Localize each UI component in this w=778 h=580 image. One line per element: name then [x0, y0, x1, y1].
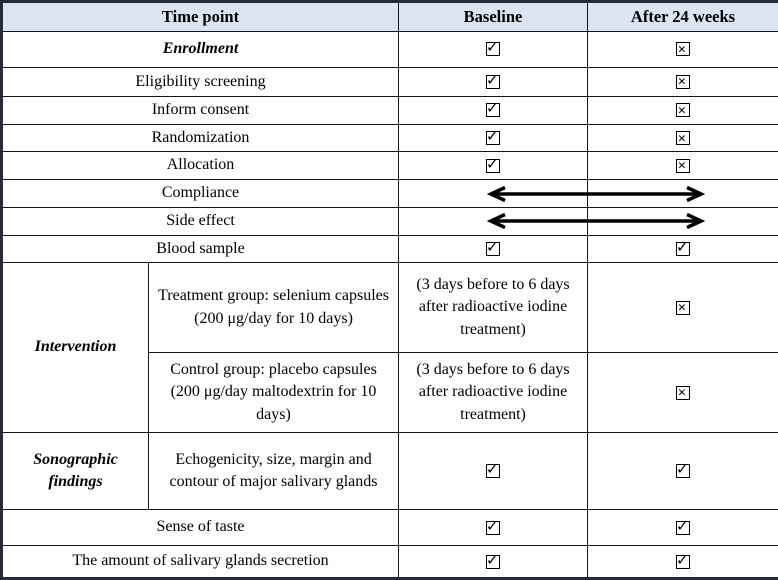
- baseline-cell: [399, 68, 588, 97]
- after-cell: [588, 68, 778, 97]
- checkbox-crossed-icon: [676, 103, 690, 117]
- checkbox-checked-icon: [486, 131, 500, 145]
- checkbox-crossed-icon: [676, 42, 690, 56]
- checkbox-crossed-icon: [676, 75, 690, 89]
- checkbox-checked-icon: [676, 464, 690, 478]
- checkbox-checked-icon: [486, 555, 500, 569]
- checkbox-checked-icon: [676, 555, 690, 569]
- row-label: Blood sample: [2, 235, 399, 263]
- baseline-cell: [399, 433, 588, 510]
- row-label: Enrollment: [2, 32, 399, 68]
- row-allocation: Allocation: [2, 152, 778, 180]
- header-time-point: Time point: [2, 2, 399, 32]
- row-label: Side effect: [2, 207, 399, 235]
- row-label: Eligibility screening: [2, 68, 399, 97]
- after-cell: [588, 152, 778, 180]
- baseline-cell: [399, 97, 588, 125]
- after-cell: [588, 510, 778, 546]
- checkbox-checked-icon: [486, 42, 500, 56]
- row-label: Sense of taste: [2, 510, 399, 546]
- checkbox-checked-icon: [486, 75, 500, 89]
- baseline-cell: (3 days before to 6 days after radioacti…: [399, 353, 588, 433]
- row-eligibility-screening: Eligibility screening: [2, 68, 778, 97]
- row-enrollment: Enrollment: [2, 32, 778, 68]
- baseline-cell: [399, 207, 588, 235]
- checkbox-checked-icon: [676, 521, 690, 535]
- sonographic-desc: Echogenicity, size, margin and contour o…: [149, 433, 399, 510]
- row-sense-of-taste: Sense of taste: [2, 510, 778, 546]
- after-cell: [588, 32, 778, 68]
- row-sonographic-findings: Sonographic findings Echogenicity, size,…: [2, 433, 778, 510]
- checkbox-checked-icon: [486, 103, 500, 117]
- checkbox-checked-icon: [676, 242, 690, 256]
- control-group-desc: Control group: placebo capsules (200 μg/…: [149, 353, 399, 433]
- header-after-24-weeks: After 24 weeks: [588, 2, 778, 32]
- after-cell: [588, 97, 778, 125]
- row-compliance: Compliance: [2, 180, 778, 208]
- treatment-group-desc: Treatment group: selenium capsules (200 …: [149, 263, 399, 353]
- after-cell: [588, 124, 778, 152]
- checkbox-checked-icon: [486, 521, 500, 535]
- checkbox-crossed-icon: [676, 301, 690, 315]
- checkbox-checked-icon: [486, 159, 500, 173]
- baseline-cell: [399, 152, 588, 180]
- row-label-sonographic: Sonographic findings: [2, 433, 149, 510]
- baseline-cell: (3 days before to 6 days after radioacti…: [399, 263, 588, 353]
- row-randomization: Randomization: [2, 124, 778, 152]
- row-intervention-treatment: Intervention Treatment group: selenium c…: [2, 263, 778, 353]
- checkbox-crossed-icon: [676, 386, 690, 400]
- checkbox-checked-icon: [486, 242, 500, 256]
- checkbox-crossed-icon: [676, 159, 690, 173]
- row-label: Allocation: [2, 152, 399, 180]
- row-blood-sample: Blood sample: [2, 235, 778, 263]
- checkbox-checked-icon: [486, 464, 500, 478]
- row-label-intervention: Intervention: [2, 263, 149, 433]
- baseline-cell: [399, 510, 588, 546]
- after-cell: [588, 433, 778, 510]
- row-side-effect: Side effect: [2, 207, 778, 235]
- after-cell: [588, 235, 778, 263]
- after-cell: [588, 263, 778, 353]
- row-label: Randomization: [2, 124, 399, 152]
- checkbox-crossed-icon: [676, 131, 690, 145]
- row-label: Inform consent: [2, 97, 399, 125]
- baseline-cell: [399, 180, 588, 208]
- baseline-cell: [399, 235, 588, 263]
- header-baseline: Baseline: [399, 2, 588, 32]
- header-row: Time point Baseline After 24 weeks: [2, 2, 778, 32]
- after-cell: [588, 353, 778, 433]
- double-arrow-icon: [488, 213, 704, 229]
- row-label: Compliance: [2, 180, 399, 208]
- double-arrow-icon: [488, 186, 704, 202]
- baseline-cell: [399, 32, 588, 68]
- baseline-cell: [399, 124, 588, 152]
- row-inform-consent: Inform consent: [2, 97, 778, 125]
